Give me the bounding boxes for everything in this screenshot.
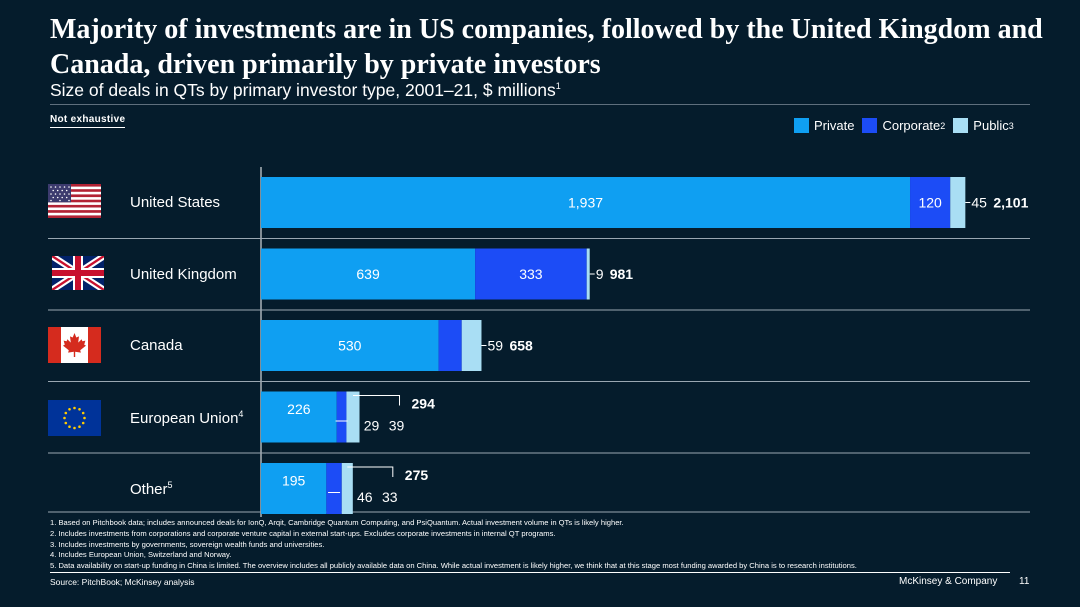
value-label-other-corporate: 46	[357, 489, 373, 505]
legend-swatch-private	[794, 118, 809, 133]
row-label-text: European Union	[130, 410, 239, 427]
legend-footnote-public: 3	[1008, 120, 1014, 131]
page-title: Majority of investments are in US compan…	[50, 14, 1043, 80]
footnotes: 1. Based on Pitchbook data; includes ann…	[50, 518, 1010, 573]
legend-footnote-corporate: 2	[940, 120, 946, 131]
chart-legend: Private Corporate 2 Public 3	[794, 118, 1022, 133]
total-label-european-union: 294	[412, 396, 436, 412]
canada-flag-icon	[48, 327, 101, 363]
footnote-3: 3. Includes investments by governments, …	[50, 539, 325, 549]
bar-other-corporate	[326, 463, 342, 514]
value-label-european-union-corporate: 29	[364, 418, 380, 434]
brand-name: McKinsey & Company	[899, 576, 998, 587]
row-label-text: Other	[130, 481, 168, 498]
bar-united-kingdom-public	[586, 248, 590, 300]
row-label-united-states: United States	[130, 194, 220, 211]
legend-swatch-public	[953, 118, 969, 133]
total-label-other: 275	[405, 467, 429, 483]
value-label-european-union-private: 226	[287, 401, 311, 417]
value-label-other-private: 195	[282, 473, 306, 489]
value-label-united-states-public: 45	[971, 195, 987, 211]
bar-canada-corporate	[438, 320, 462, 371]
eu-flag-icon	[48, 400, 101, 436]
uk-flag-icon	[52, 256, 104, 290]
bar-european-union-corporate	[336, 391, 347, 443]
subtitle-footnote-ref: 1	[555, 81, 561, 92]
total-label-united-states: 2,101	[993, 195, 1028, 211]
bar-united-kingdom-private	[261, 248, 476, 300]
row-label-text: United Kingdom	[130, 266, 237, 283]
us-flag-icon	[48, 184, 101, 218]
bar-united-states-corporate	[910, 177, 951, 228]
value-label-united-kingdom-private: 639	[356, 266, 380, 282]
bar-canada-private	[261, 320, 439, 371]
legend-item-private: Private	[794, 118, 854, 133]
value-label-european-union-public: 39	[389, 418, 405, 434]
source-note: Source: PitchBook; McKinsey analysis	[50, 577, 195, 587]
total-label-united-kingdom: 981	[610, 266, 634, 282]
footnote-2: 2. Includes investments from corporation…	[50, 528, 556, 538]
row-label-european-union: European Union4	[130, 409, 243, 427]
row-label-footnote-ref: 5	[167, 480, 173, 490]
bar-other-private	[261, 463, 327, 514]
leader-line-european-union-public	[352, 395, 401, 406]
row-label-united-kingdom: United Kingdom	[130, 266, 237, 283]
value-label-united-states-private: 1,937	[568, 195, 603, 211]
bar-european-union-private	[261, 391, 337, 443]
subtitle-text: Size of deals in QTs by primary investor…	[50, 80, 556, 100]
chart-subtitle: Size of deals in QTs by primary investor…	[50, 80, 561, 101]
bar-other-public	[341, 463, 353, 514]
legend-label-corporate: Corporate	[882, 118, 941, 133]
row-label-canada: Canada	[130, 337, 183, 354]
legend-item-corporate: Corporate 2	[862, 118, 945, 133]
row-label-text: United States	[130, 194, 221, 211]
page-number: 11	[1019, 576, 1030, 587]
value-label-other-public: 33	[382, 489, 398, 505]
legend-label-public: Public	[973, 118, 1009, 133]
footnote-4: 4. Includes European Union, Switzerland …	[50, 550, 232, 560]
bar-united-states-private	[261, 177, 911, 228]
bar-european-union-public	[346, 391, 360, 443]
bar-united-kingdom-corporate	[475, 248, 587, 300]
row-label-other: Other5	[130, 480, 173, 498]
legend-item-public: Public 3	[953, 118, 1014, 133]
leader-line-other-public	[347, 466, 394, 477]
bar-canada-public	[461, 320, 482, 371]
value-label-united-kingdom-public: 9	[596, 266, 604, 282]
total-label-canada: 658	[509, 338, 533, 354]
row-label-text: Canada	[130, 337, 183, 354]
value-label-united-kingdom-corporate: 333	[519, 266, 543, 282]
footnote-5: 5. Data availability on start-up funding…	[50, 561, 1010, 573]
not-exhaustive-note: Not exhaustive	[50, 114, 126, 128]
row-label-footnote-ref: 4	[238, 409, 244, 419]
title-divider	[50, 104, 1030, 105]
value-label-united-states-corporate: 120	[918, 195, 942, 211]
bar-united-states-public	[950, 177, 966, 228]
footnote-1: 1. Based on Pitchbook data; includes ann…	[50, 518, 624, 527]
value-label-canada-public: 59	[487, 338, 503, 354]
legend-swatch-corporate	[862, 118, 878, 133]
value-label-canada-private: 530	[338, 338, 362, 354]
legend-label-private: Private	[814, 118, 855, 133]
